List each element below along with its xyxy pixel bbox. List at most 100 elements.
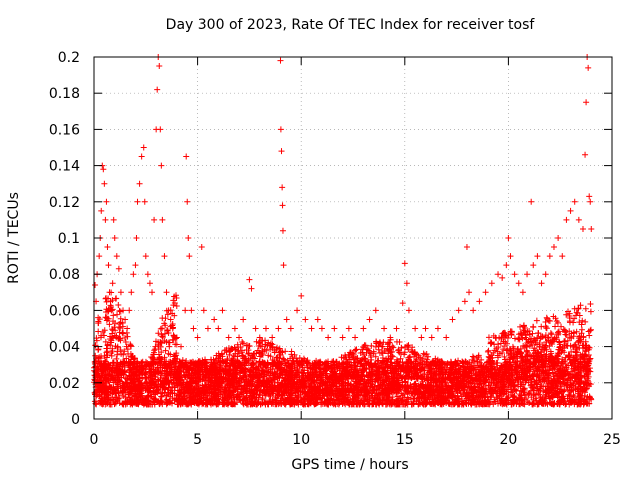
data-point (283, 316, 290, 323)
data-point (571, 315, 578, 322)
data-point (159, 216, 166, 223)
data-point (543, 324, 550, 331)
data-point (253, 338, 260, 345)
data-point (345, 325, 352, 332)
data-point (98, 207, 105, 214)
data-point (136, 180, 143, 187)
data-point (104, 244, 111, 251)
data-point (204, 325, 211, 332)
data-point (276, 345, 283, 352)
data-point (134, 198, 141, 205)
data-point (559, 253, 566, 260)
data-point (530, 324, 537, 331)
data-point (115, 265, 122, 272)
data-point (166, 343, 173, 350)
data-point (279, 202, 286, 209)
data-point (104, 348, 111, 355)
data-point (105, 262, 112, 269)
data-point (403, 280, 410, 287)
data-point (495, 271, 502, 278)
data-point (583, 99, 590, 106)
data-point (524, 271, 531, 278)
data-point (443, 334, 450, 341)
data-point (167, 316, 174, 323)
data-point (588, 225, 595, 232)
data-point (280, 262, 287, 269)
data-point (485, 334, 492, 341)
data-point (225, 334, 232, 341)
data-point (567, 207, 574, 214)
data-point (149, 289, 156, 296)
data-point (161, 330, 168, 337)
data-point (186, 253, 193, 260)
data-point (381, 325, 388, 332)
data-point (314, 316, 321, 323)
data-point (579, 317, 586, 324)
data-point (96, 253, 103, 260)
data-point (110, 216, 117, 223)
data-point (573, 328, 580, 335)
data-point (538, 323, 545, 330)
data-point (161, 253, 168, 260)
data-point (278, 148, 285, 155)
data-point (234, 341, 241, 348)
data-point (140, 144, 147, 151)
data-point (92, 282, 99, 289)
data-point (288, 351, 295, 358)
data-point (550, 244, 557, 251)
data-point (219, 307, 226, 314)
data-point (434, 325, 441, 332)
data-point (287, 325, 294, 332)
data-point (401, 351, 408, 358)
data-point (215, 325, 222, 332)
data-point (231, 325, 238, 332)
data-point (488, 339, 495, 346)
data-point (585, 64, 592, 71)
data-point (318, 325, 325, 332)
data-point (517, 323, 524, 330)
data-point (546, 253, 553, 260)
data-point (563, 332, 570, 339)
data-point (542, 271, 549, 278)
data-point (178, 343, 185, 350)
data-point (563, 216, 570, 223)
data-point (412, 325, 419, 332)
data-point (415, 352, 422, 359)
data-point (103, 349, 110, 356)
data-point (107, 336, 114, 343)
data-point (501, 353, 508, 360)
data-point (163, 289, 170, 296)
data-point (399, 300, 406, 307)
data-point (246, 276, 253, 283)
data-point (587, 301, 594, 308)
data-point (582, 318, 589, 325)
data-point (503, 262, 510, 269)
data-point (422, 325, 429, 332)
data-point (123, 355, 130, 362)
data-point (463, 244, 470, 251)
data-point (582, 305, 589, 312)
data-point (279, 227, 286, 234)
data-point (107, 302, 114, 309)
data-point (500, 391, 507, 398)
data-point (100, 166, 107, 173)
data-point (108, 289, 115, 296)
data-point (194, 334, 201, 341)
data-point (169, 310, 176, 317)
data-point (505, 235, 512, 241)
data-point (582, 151, 589, 158)
data-point (256, 334, 263, 341)
data-point (157, 126, 164, 133)
data-point (110, 312, 117, 319)
data-point (277, 57, 284, 64)
data-point (95, 319, 102, 326)
data-point (553, 318, 560, 325)
data-point (331, 325, 338, 332)
data-point (141, 198, 148, 205)
data-point (579, 225, 586, 232)
data-point (102, 216, 109, 223)
data-point (449, 316, 456, 323)
data-point (185, 235, 192, 241)
data-point (142, 253, 149, 260)
